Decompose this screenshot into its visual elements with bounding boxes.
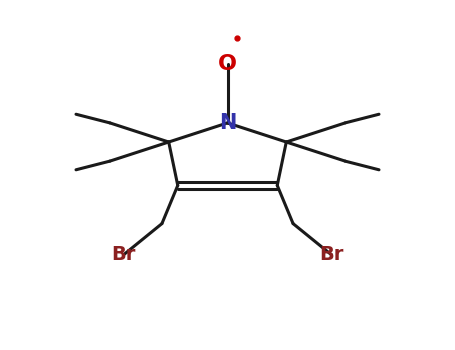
Text: O: O [218, 54, 237, 74]
Text: Br: Br [319, 245, 344, 264]
Text: N: N [219, 113, 236, 133]
Text: Br: Br [111, 245, 136, 264]
